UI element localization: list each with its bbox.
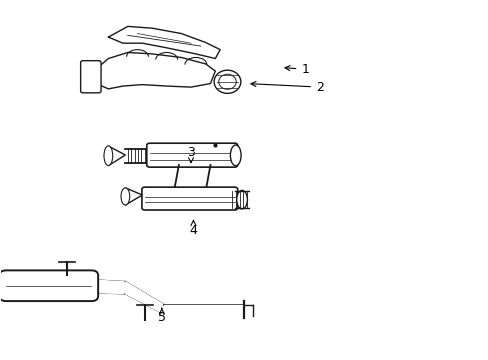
Polygon shape: [91, 280, 125, 294]
Polygon shape: [108, 146, 125, 166]
Ellipse shape: [214, 70, 241, 93]
Polygon shape: [0, 278, 4, 291]
Text: 5: 5: [158, 308, 165, 324]
FancyBboxPatch shape: [142, 187, 237, 210]
Polygon shape: [94, 53, 215, 89]
Ellipse shape: [230, 145, 241, 166]
Polygon shape: [125, 282, 164, 314]
Ellipse shape: [236, 190, 247, 209]
Text: 1: 1: [285, 63, 308, 76]
FancyBboxPatch shape: [81, 61, 101, 93]
FancyBboxPatch shape: [0, 270, 98, 301]
FancyBboxPatch shape: [146, 143, 237, 167]
Ellipse shape: [104, 146, 113, 166]
Polygon shape: [164, 305, 244, 314]
Text: 3: 3: [187, 146, 195, 163]
Text: 4: 4: [189, 220, 197, 237]
Ellipse shape: [121, 188, 129, 205]
Polygon shape: [174, 165, 210, 192]
Polygon shape: [108, 26, 220, 59]
Polygon shape: [125, 188, 142, 205]
Text: 2: 2: [250, 81, 323, 94]
